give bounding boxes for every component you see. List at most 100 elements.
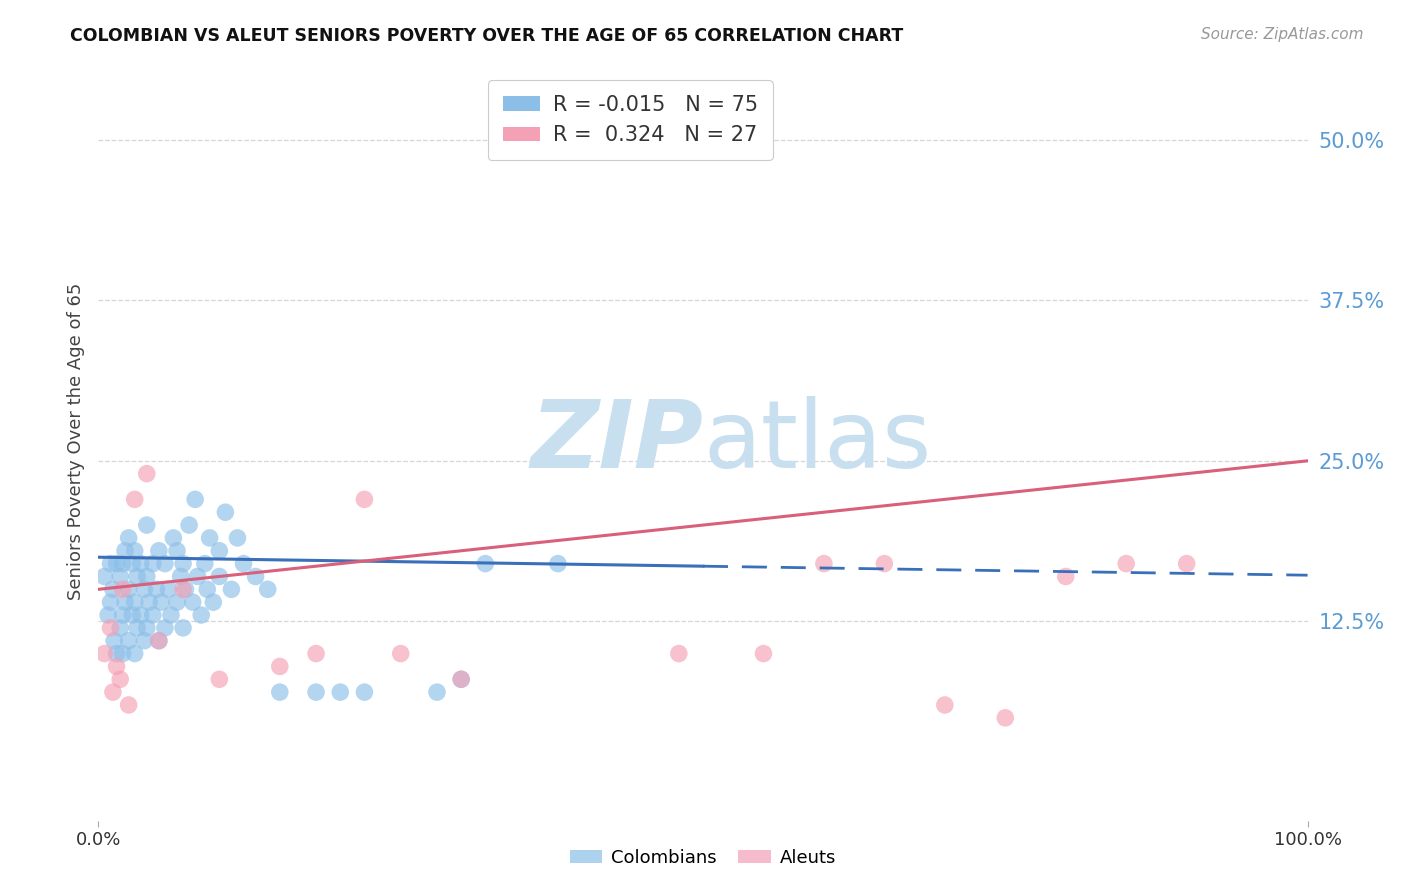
Point — [547, 557, 569, 571]
Point — [108, 569, 131, 583]
Point — [135, 467, 157, 481]
Point — [124, 647, 146, 661]
Point — [166, 595, 188, 609]
Point — [169, 569, 191, 583]
Point — [256, 582, 278, 597]
Point — [184, 492, 207, 507]
Point — [181, 595, 204, 609]
Point — [668, 647, 690, 661]
Point — [329, 685, 352, 699]
Legend: R = -0.015   N = 75, R =  0.324   N = 27: R = -0.015 N = 75, R = 0.324 N = 27 — [488, 80, 772, 160]
Point — [305, 685, 328, 699]
Point — [127, 569, 149, 583]
Point — [148, 633, 170, 648]
Point — [160, 607, 183, 622]
Point — [450, 673, 472, 687]
Point — [134, 582, 156, 597]
Point — [100, 595, 122, 609]
Point — [214, 505, 236, 519]
Point — [190, 607, 212, 622]
Text: Source: ZipAtlas.com: Source: ZipAtlas.com — [1201, 27, 1364, 42]
Point — [752, 647, 775, 661]
Point — [134, 633, 156, 648]
Point — [353, 685, 375, 699]
Point — [101, 582, 124, 597]
Point — [129, 607, 152, 622]
Point — [135, 621, 157, 635]
Point — [162, 531, 184, 545]
Point — [187, 569, 209, 583]
Point — [101, 685, 124, 699]
Text: ZIP: ZIP — [530, 395, 703, 488]
Point — [195, 582, 218, 597]
Point — [221, 582, 243, 597]
Point — [450, 673, 472, 687]
Point — [118, 531, 141, 545]
Point — [595, 132, 617, 146]
Point — [124, 492, 146, 507]
Legend: Colombians, Aleuts: Colombians, Aleuts — [562, 842, 844, 874]
Point — [1054, 569, 1077, 583]
Point — [426, 685, 449, 699]
Y-axis label: Seniors Poverty Over the Age of 65: Seniors Poverty Over the Age of 65 — [66, 283, 84, 600]
Text: atlas: atlas — [703, 395, 931, 488]
Point — [389, 647, 412, 661]
Point — [153, 621, 176, 635]
Point — [121, 607, 143, 622]
Point — [135, 518, 157, 533]
Point — [108, 621, 131, 635]
Point — [114, 595, 136, 609]
Point — [111, 557, 134, 571]
Point — [114, 543, 136, 558]
Point — [118, 582, 141, 597]
Point — [208, 673, 231, 687]
Point — [105, 647, 128, 661]
Point — [105, 659, 128, 673]
Point — [994, 711, 1017, 725]
Point — [194, 557, 217, 571]
Point — [93, 647, 115, 661]
Point — [232, 557, 254, 571]
Point — [166, 543, 188, 558]
Point — [103, 633, 125, 648]
Point — [172, 582, 194, 597]
Point — [157, 582, 180, 597]
Point — [172, 557, 194, 571]
Point — [111, 647, 134, 661]
Point — [93, 569, 115, 583]
Point — [198, 531, 221, 545]
Point — [145, 582, 167, 597]
Point — [934, 698, 956, 712]
Point — [174, 582, 197, 597]
Point — [127, 621, 149, 635]
Point — [1115, 557, 1137, 571]
Point — [148, 633, 170, 648]
Point — [179, 518, 201, 533]
Point — [269, 685, 291, 699]
Point — [353, 492, 375, 507]
Point — [138, 595, 160, 609]
Point — [100, 557, 122, 571]
Point — [108, 673, 131, 687]
Point — [153, 557, 176, 571]
Point — [245, 569, 267, 583]
Point — [1175, 557, 1198, 571]
Point — [118, 698, 141, 712]
Point — [172, 621, 194, 635]
Point — [118, 633, 141, 648]
Point — [142, 607, 165, 622]
Point — [305, 647, 328, 661]
Point — [148, 543, 170, 558]
Point — [150, 595, 173, 609]
Point — [269, 659, 291, 673]
Point — [813, 557, 835, 571]
Point — [873, 557, 896, 571]
Point — [135, 569, 157, 583]
Point — [105, 557, 128, 571]
Point — [121, 557, 143, 571]
Text: COLOMBIAN VS ALEUT SENIORS POVERTY OVER THE AGE OF 65 CORRELATION CHART: COLOMBIAN VS ALEUT SENIORS POVERTY OVER … — [70, 27, 904, 45]
Point — [124, 543, 146, 558]
Point — [208, 543, 231, 558]
Point — [208, 569, 231, 583]
Point — [111, 607, 134, 622]
